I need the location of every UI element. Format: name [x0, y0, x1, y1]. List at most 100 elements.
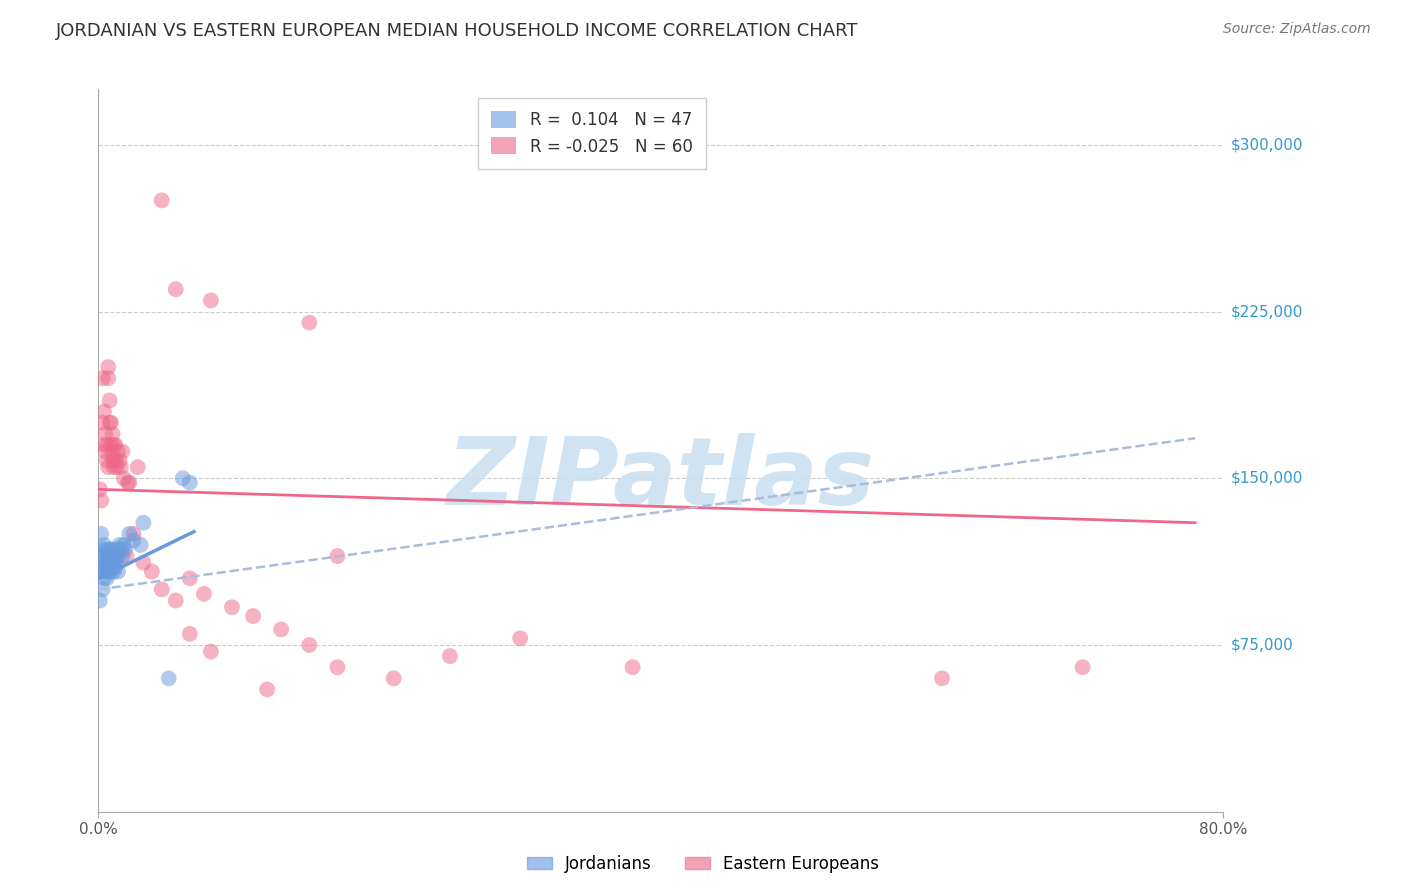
- Point: [91, 542, 114, 557]
- Point: [298, 638, 321, 652]
- Point: [96, 453, 118, 467]
- Point: [89, 593, 111, 607]
- Point: [104, 453, 127, 467]
- Point: [112, 471, 135, 485]
- Point: [104, 549, 127, 563]
- Point: [103, 556, 125, 570]
- Text: $225,000: $225,000: [1230, 304, 1302, 319]
- Point: [93, 404, 115, 418]
- Point: [101, 449, 124, 463]
- Point: [157, 671, 180, 685]
- Point: [101, 549, 124, 563]
- Point: [179, 475, 201, 490]
- Point: [439, 649, 461, 664]
- Point: [200, 645, 222, 659]
- Point: [96, 571, 118, 585]
- Point: [94, 549, 117, 563]
- Point: [96, 438, 118, 452]
- Point: [179, 571, 201, 585]
- Point: [96, 560, 118, 574]
- Point: [94, 565, 117, 579]
- Point: [96, 556, 118, 570]
- Point: [326, 549, 349, 563]
- Legend: R =  0.104   N = 47, R = -0.025   N = 60: R = 0.104 N = 47, R = -0.025 N = 60: [478, 97, 706, 169]
- Point: [111, 444, 134, 458]
- Point: [101, 453, 124, 467]
- Point: [97, 371, 120, 385]
- Point: [118, 475, 141, 490]
- Text: Source: ZipAtlas.com: Source: ZipAtlas.com: [1223, 22, 1371, 37]
- Point: [91, 582, 114, 597]
- Point: [98, 560, 121, 574]
- Point: [98, 549, 121, 563]
- Point: [242, 609, 264, 624]
- Point: [132, 516, 155, 530]
- Point: [90, 560, 112, 574]
- Point: [91, 549, 114, 563]
- Point: [100, 556, 122, 570]
- Point: [103, 438, 125, 452]
- Point: [172, 471, 194, 485]
- Point: [97, 556, 120, 570]
- Point: [122, 526, 145, 541]
- Point: [91, 565, 114, 579]
- Point: [108, 538, 131, 552]
- Point: [132, 556, 155, 570]
- Point: [298, 316, 321, 330]
- Point: [105, 542, 128, 557]
- Point: [114, 542, 136, 557]
- Point: [98, 416, 121, 430]
- Point: [165, 282, 187, 296]
- Point: [97, 460, 120, 475]
- Point: [931, 671, 953, 685]
- Point: [103, 565, 125, 579]
- Point: [93, 438, 115, 452]
- Point: [101, 426, 124, 441]
- Text: JORDANIAN VS EASTERN EUROPEAN MEDIAN HOUSEHOLD INCOME CORRELATION CHART: JORDANIAN VS EASTERN EUROPEAN MEDIAN HOU…: [56, 22, 859, 40]
- Point: [111, 549, 134, 563]
- Point: [200, 293, 222, 308]
- Point: [107, 549, 129, 563]
- Text: ZIPatlas: ZIPatlas: [447, 434, 875, 525]
- Point: [107, 565, 129, 579]
- Point: [129, 538, 152, 552]
- Point: [270, 623, 292, 637]
- Point: [382, 671, 405, 685]
- Point: [98, 542, 121, 557]
- Text: $300,000: $300,000: [1230, 137, 1303, 153]
- Point: [1071, 660, 1094, 674]
- Point: [89, 483, 111, 497]
- Point: [94, 542, 117, 557]
- Point: [165, 593, 187, 607]
- Point: [91, 371, 114, 385]
- Point: [141, 565, 163, 579]
- Point: [93, 538, 115, 552]
- Point: [326, 660, 349, 674]
- Point: [150, 582, 173, 597]
- Point: [97, 360, 120, 375]
- Point: [100, 565, 122, 579]
- Point: [94, 444, 117, 458]
- Point: [112, 538, 135, 552]
- Point: [117, 475, 139, 490]
- Point: [110, 542, 132, 557]
- Point: [621, 660, 644, 674]
- Point: [105, 460, 128, 475]
- Text: $150,000: $150,000: [1230, 471, 1302, 486]
- Point: [100, 416, 122, 430]
- Point: [100, 438, 122, 452]
- Point: [98, 393, 121, 408]
- Point: [90, 493, 112, 508]
- Point: [104, 438, 127, 452]
- Point: [97, 549, 120, 563]
- Point: [122, 533, 145, 548]
- Point: [90, 526, 112, 541]
- Point: [105, 556, 128, 570]
- Point: [94, 426, 117, 441]
- Point: [221, 600, 243, 615]
- Point: [193, 587, 215, 601]
- Point: [101, 560, 124, 574]
- Point: [91, 416, 114, 430]
- Point: [179, 627, 201, 641]
- Point: [107, 444, 129, 458]
